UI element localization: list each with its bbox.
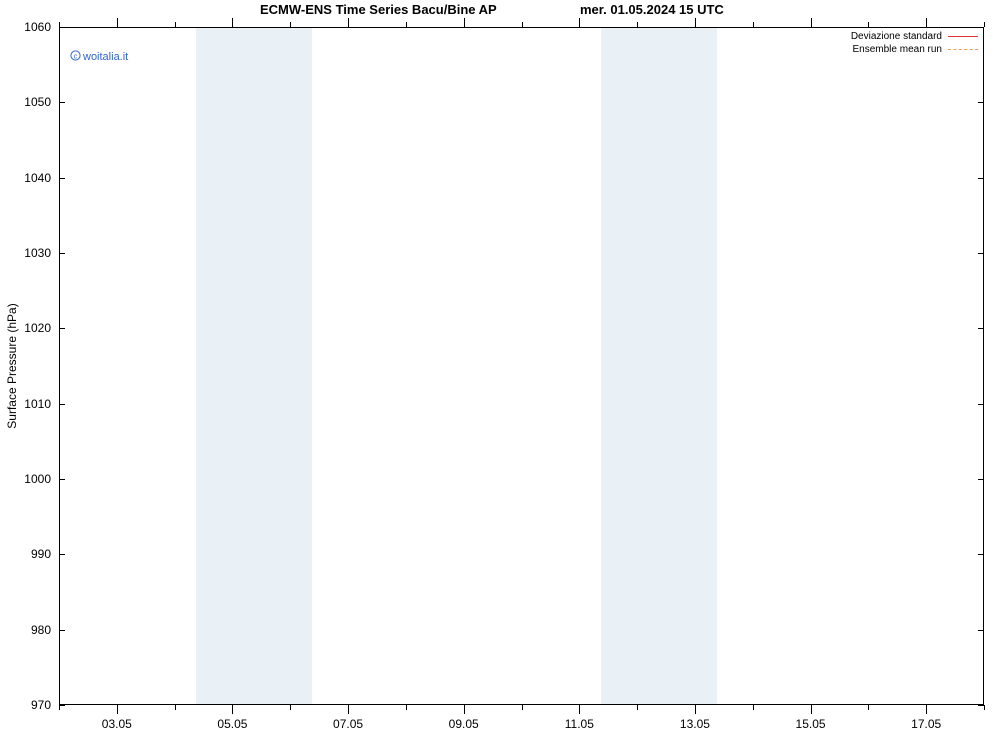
x-tick-mark-minor [868, 22, 869, 27]
x-tick-mark-minor [753, 705, 754, 710]
x-tick-mark-major [695, 705, 696, 714]
y-tick-mark [59, 404, 65, 405]
y-tick-mark [59, 328, 65, 329]
x-tick-mark-major [811, 18, 812, 27]
legend-item-label: Deviazione standard [851, 31, 942, 42]
watermark-text: woitalia.it [83, 51, 128, 63]
y-tick-mark [59, 27, 65, 28]
legend-item: Deviazione standard [851, 30, 978, 43]
weekend-band [196, 27, 312, 705]
y-tick-mark [59, 178, 65, 179]
x-tick-mark-major [695, 18, 696, 27]
x-tick-mark-minor [59, 22, 60, 27]
y-tick-label: 1060 [24, 20, 51, 34]
y-tick-label: 990 [31, 547, 51, 561]
x-tick-mark-major [117, 705, 118, 714]
x-tick-mark-minor [637, 22, 638, 27]
plot-area: Deviazione standard Ensemble mean run [59, 27, 984, 705]
y-tick-label: 1020 [24, 321, 51, 335]
chart-title-left: ECMW-ENS Time Series Bacu/Bine AP [260, 2, 497, 17]
legend-swatch [948, 36, 978, 37]
y-tick-mark [59, 554, 65, 555]
x-tick-mark-major [232, 705, 233, 714]
x-tick-mark-minor [522, 705, 523, 710]
x-tick-mark-minor [984, 22, 985, 27]
legend-item-label: Ensemble mean run [853, 44, 943, 55]
chart-title-right: mer. 01.05.2024 15 UTC [580, 2, 724, 17]
y-tick-mark [978, 479, 984, 480]
x-tick-mark-major [232, 18, 233, 27]
x-tick-mark-major [464, 18, 465, 27]
x-tick-mark-minor [753, 22, 754, 27]
x-tick-mark-minor [522, 22, 523, 27]
x-tick-label: 03.05 [102, 717, 132, 731]
weekend-band [601, 27, 717, 705]
x-tick-mark-minor [868, 705, 869, 710]
x-tick-mark-major [348, 705, 349, 714]
x-tick-label: 15.05 [796, 717, 826, 731]
x-tick-label: 17.05 [911, 717, 941, 731]
y-tick-mark [59, 253, 65, 254]
y-tick-mark [978, 554, 984, 555]
y-tick-label: 970 [31, 698, 51, 712]
x-tick-mark-major [117, 18, 118, 27]
x-tick-mark-major [811, 705, 812, 714]
y-tick-mark [978, 253, 984, 254]
y-tick-label: 980 [31, 623, 51, 637]
legend-swatch [948, 49, 978, 50]
x-tick-mark-minor [175, 705, 176, 710]
x-tick-label: 07.05 [333, 717, 363, 731]
watermark: c woitalia.it [70, 50, 128, 64]
y-tick-mark [978, 102, 984, 103]
x-tick-mark-minor [175, 22, 176, 27]
y-tick-label: 1030 [24, 246, 51, 260]
y-axis-label: Surface Pressure (hPa) [5, 303, 19, 428]
y-tick-label: 1050 [24, 95, 51, 109]
x-tick-mark-major [926, 18, 927, 27]
y-tick-label: 1010 [24, 397, 51, 411]
x-tick-mark-minor [290, 705, 291, 710]
x-tick-mark-minor [406, 22, 407, 27]
legend-item: Ensemble mean run [851, 43, 978, 56]
x-tick-mark-minor [984, 705, 985, 710]
y-tick-label: 1000 [24, 472, 51, 486]
y-tick-mark [978, 328, 984, 329]
x-tick-mark-major [579, 705, 580, 714]
x-tick-mark-minor [290, 22, 291, 27]
y-tick-mark [978, 630, 984, 631]
x-tick-label: 09.05 [449, 717, 479, 731]
x-tick-mark-major [464, 705, 465, 714]
y-tick-mark [59, 102, 65, 103]
chart-container: ECMW-ENS Time Series Bacu/Bine AP mer. 0… [0, 0, 1000, 733]
copyright-icon: c [70, 50, 81, 64]
x-tick-label: 13.05 [680, 717, 710, 731]
x-tick-mark-minor [59, 705, 60, 710]
svg-text:c: c [74, 53, 78, 60]
y-tick-mark [59, 630, 65, 631]
x-tick-mark-minor [406, 705, 407, 710]
y-tick-mark [59, 479, 65, 480]
legend: Deviazione standard Ensemble mean run [851, 30, 978, 56]
y-tick-mark [978, 27, 984, 28]
x-tick-mark-major [348, 18, 349, 27]
x-tick-mark-major [926, 705, 927, 714]
x-tick-mark-major [579, 18, 580, 27]
y-tick-label: 1040 [24, 171, 51, 185]
x-tick-label: 11.05 [565, 717, 594, 731]
x-tick-mark-minor [637, 705, 638, 710]
y-tick-mark [978, 178, 984, 179]
x-tick-label: 05.05 [217, 717, 247, 731]
y-tick-mark [978, 404, 984, 405]
